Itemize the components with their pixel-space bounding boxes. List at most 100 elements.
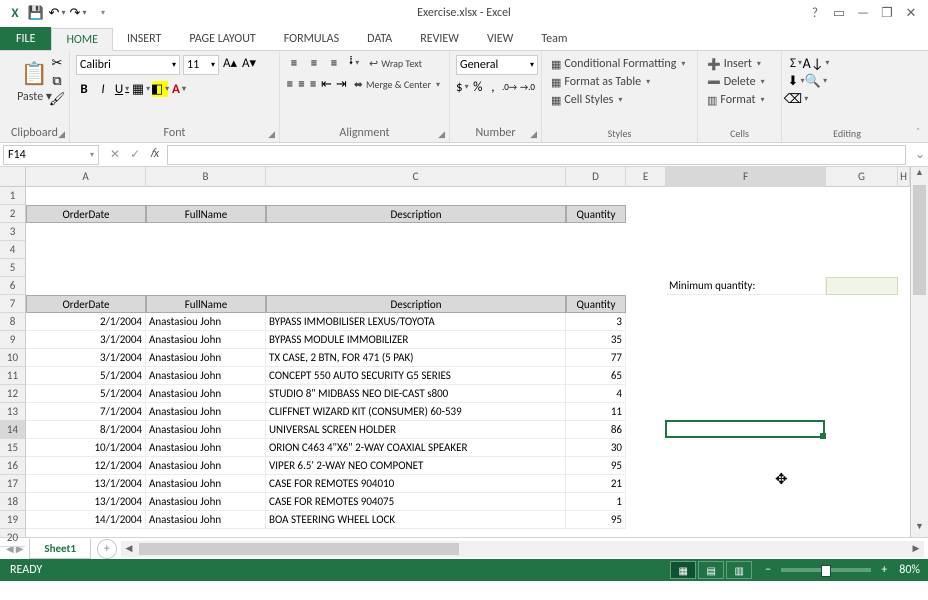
row-header[interactable]: 13 — [0, 403, 25, 421]
undo-button[interactable]: ↶ — [48, 4, 66, 22]
expand-formula-icon[interactable]: ⌄ — [912, 147, 928, 162]
table-header-cell[interactable]: FullName — [146, 205, 266, 223]
row-header[interactable]: 20 — [0, 529, 25, 547]
table-cell[interactable]: Minimum quantity: — [666, 277, 826, 295]
file-tab[interactable]: FILE — [0, 27, 51, 50]
row-header[interactable]: 12 — [0, 385, 25, 403]
dec-decimal-icon[interactable]: →.0 — [520, 79, 535, 95]
row-header[interactable]: 15 — [0, 439, 25, 457]
table-cell[interactable]: CONCEPT 550 AUTO SECURITY G5 SERIES — [266, 367, 566, 385]
minimize-button[interactable]: — — [854, 4, 872, 22]
format-cells-button[interactable]: ▥ Format — [704, 91, 775, 109]
table-cell[interactable]: 3/1/2004 — [26, 331, 146, 349]
scroll-left-icon[interactable]: ◀ — [121, 543, 137, 554]
row-header[interactable]: 8 — [0, 313, 25, 331]
table-cell[interactable]: 30 — [566, 439, 626, 457]
row-header[interactable]: 1 — [0, 187, 25, 205]
tab-review[interactable]: REVIEW — [406, 27, 473, 50]
col-header[interactable]: E — [626, 167, 666, 187]
table-cell[interactable]: VIPER 6.5' 2-WAY NEO COMPONET — [266, 457, 566, 475]
conditional-formatting-button[interactable]: ▦ Conditional Formatting — [548, 55, 691, 73]
dialog-launcher-icon[interactable]: ◢ — [268, 129, 275, 140]
table-header-cell[interactable]: Quantity — [566, 205, 626, 223]
table-cell[interactable]: 65 — [566, 367, 626, 385]
zoom-in-icon[interactable]: + — [877, 563, 891, 577]
tab-view[interactable]: VIEW — [473, 27, 527, 50]
row-header[interactable]: 11 — [0, 367, 25, 385]
tab-formulas[interactable]: FORMULAS — [270, 27, 353, 50]
cells-area[interactable]: OrderDateFullNameDescriptionQuantityOrde… — [26, 187, 910, 537]
merge-center-button[interactable]: ⬌Merge & Center — [351, 76, 443, 93]
inc-decimal-icon[interactable]: .0→ — [502, 79, 517, 95]
table-cell[interactable]: 5/1/2004 — [26, 367, 146, 385]
formula-input[interactable] — [167, 145, 906, 165]
table-cell[interactable]: Anastasiou John — [146, 511, 266, 529]
delete-cells-button[interactable]: ➖ Delete — [704, 73, 775, 91]
font-size-combo[interactable]: 11▾ — [183, 55, 219, 75]
align-right-icon[interactable]: ≡ — [309, 76, 317, 92]
table-cell[interactable]: BYPASS IMMOBILISER LEXUS/TOYOTA — [266, 313, 566, 331]
row-header[interactable]: 5 — [0, 259, 25, 277]
row-header[interactable]: 18 — [0, 493, 25, 511]
col-header[interactable]: H — [898, 167, 910, 187]
table-cell[interactable]: Anastasiou John — [146, 367, 266, 385]
align-bottom-icon[interactable]: ≡ — [326, 55, 342, 71]
table-cell[interactable]: STUDIO 8" MIDBASS NEO DIE-CAST s800 — [266, 385, 566, 403]
dec-indent-icon[interactable]: ⇤ — [321, 76, 332, 92]
format-painter-icon[interactable]: 🖌 — [49, 91, 65, 107]
zoom-out-icon[interactable]: − — [761, 563, 775, 577]
font-name-combo[interactable]: Calibri▾ — [76, 55, 180, 75]
table-cell[interactable]: Anastasiou John — [146, 385, 266, 403]
close-button[interactable]: ✕ — [902, 4, 920, 22]
cut-icon[interactable]: ✂ — [49, 55, 65, 71]
enter-icon[interactable]: ✓ — [130, 147, 140, 162]
new-sheet-button[interactable]: + — [97, 539, 117, 559]
tab-team[interactable]: Team — [527, 27, 581, 50]
scroll-thumb[interactable] — [139, 543, 459, 555]
table-header-cell[interactable]: Quantity — [566, 295, 626, 313]
font-color-button[interactable]: A — [171, 81, 187, 97]
row-header[interactable]: 10 — [0, 349, 25, 367]
ribbon-options-icon[interactable]: ▭ — [830, 4, 848, 22]
table-cell[interactable]: 8/1/2004 — [26, 421, 146, 439]
table-header-cell[interactable]: OrderDate — [26, 295, 146, 313]
help-icon[interactable]: ? — [806, 4, 824, 22]
table-cell[interactable]: Anastasiou John — [146, 403, 266, 421]
number-format-combo[interactable]: General▾ — [456, 55, 538, 75]
col-header[interactable]: G — [826, 167, 898, 187]
table-cell[interactable]: Anastasiou John — [146, 349, 266, 367]
zoom-control[interactable]: − + 80% — [761, 563, 928, 577]
table-cell[interactable]: 2/1/2004 — [26, 313, 146, 331]
clear-icon[interactable]: ⌫ — [788, 91, 804, 107]
table-cell[interactable]: Anastasiou John — [146, 475, 266, 493]
table-cell[interactable]: 11 — [566, 403, 626, 421]
col-header[interactable]: C — [266, 167, 566, 187]
fill-icon[interactable]: ⬇ — [788, 73, 804, 89]
border-button[interactable]: ▦ — [133, 81, 149, 97]
vertical-scrollbar[interactable]: ▲ ▼ — [910, 167, 928, 537]
table-cell[interactable]: 21 — [566, 475, 626, 493]
table-cell[interactable]: 3 — [566, 313, 626, 331]
align-middle-icon[interactable]: ≡ — [306, 55, 322, 71]
italic-button[interactable]: I — [95, 81, 111, 97]
table-cell[interactable]: 13/1/2004 — [26, 493, 146, 511]
col-header[interactable]: F — [666, 167, 826, 187]
table-header-cell[interactable]: Description — [266, 205, 566, 223]
table-cell[interactable]: Anastasiou John — [146, 439, 266, 457]
table-cell[interactable]: Anastasiou John — [146, 493, 266, 511]
bold-button[interactable]: B — [76, 81, 92, 97]
tab-page-layout[interactable]: PAGE LAYOUT — [175, 27, 269, 50]
insert-cells-button[interactable]: ➕ Insert — [704, 55, 775, 73]
table-cell[interactable]: 4 — [566, 385, 626, 403]
row-header[interactable]: 7 — [0, 295, 25, 313]
table-cell[interactable]: BYPASS MODULE IMMOBILIZER — [266, 331, 566, 349]
page-break-view-button[interactable]: ▥ — [726, 561, 752, 579]
collapse-ribbon-icon[interactable]: ˆ — [916, 125, 920, 138]
row-header[interactable]: 4 — [0, 241, 25, 259]
percent-icon[interactable]: % — [472, 79, 484, 95]
scroll-thumb[interactable] — [913, 185, 926, 295]
row-header[interactable]: 16 — [0, 457, 25, 475]
table-cell[interactable]: CLIFFNET WIZARD KIT (CONSUMER) 60-539 — [266, 403, 566, 421]
col-header[interactable]: D — [566, 167, 626, 187]
table-cell[interactable]: Anastasiou John — [146, 421, 266, 439]
